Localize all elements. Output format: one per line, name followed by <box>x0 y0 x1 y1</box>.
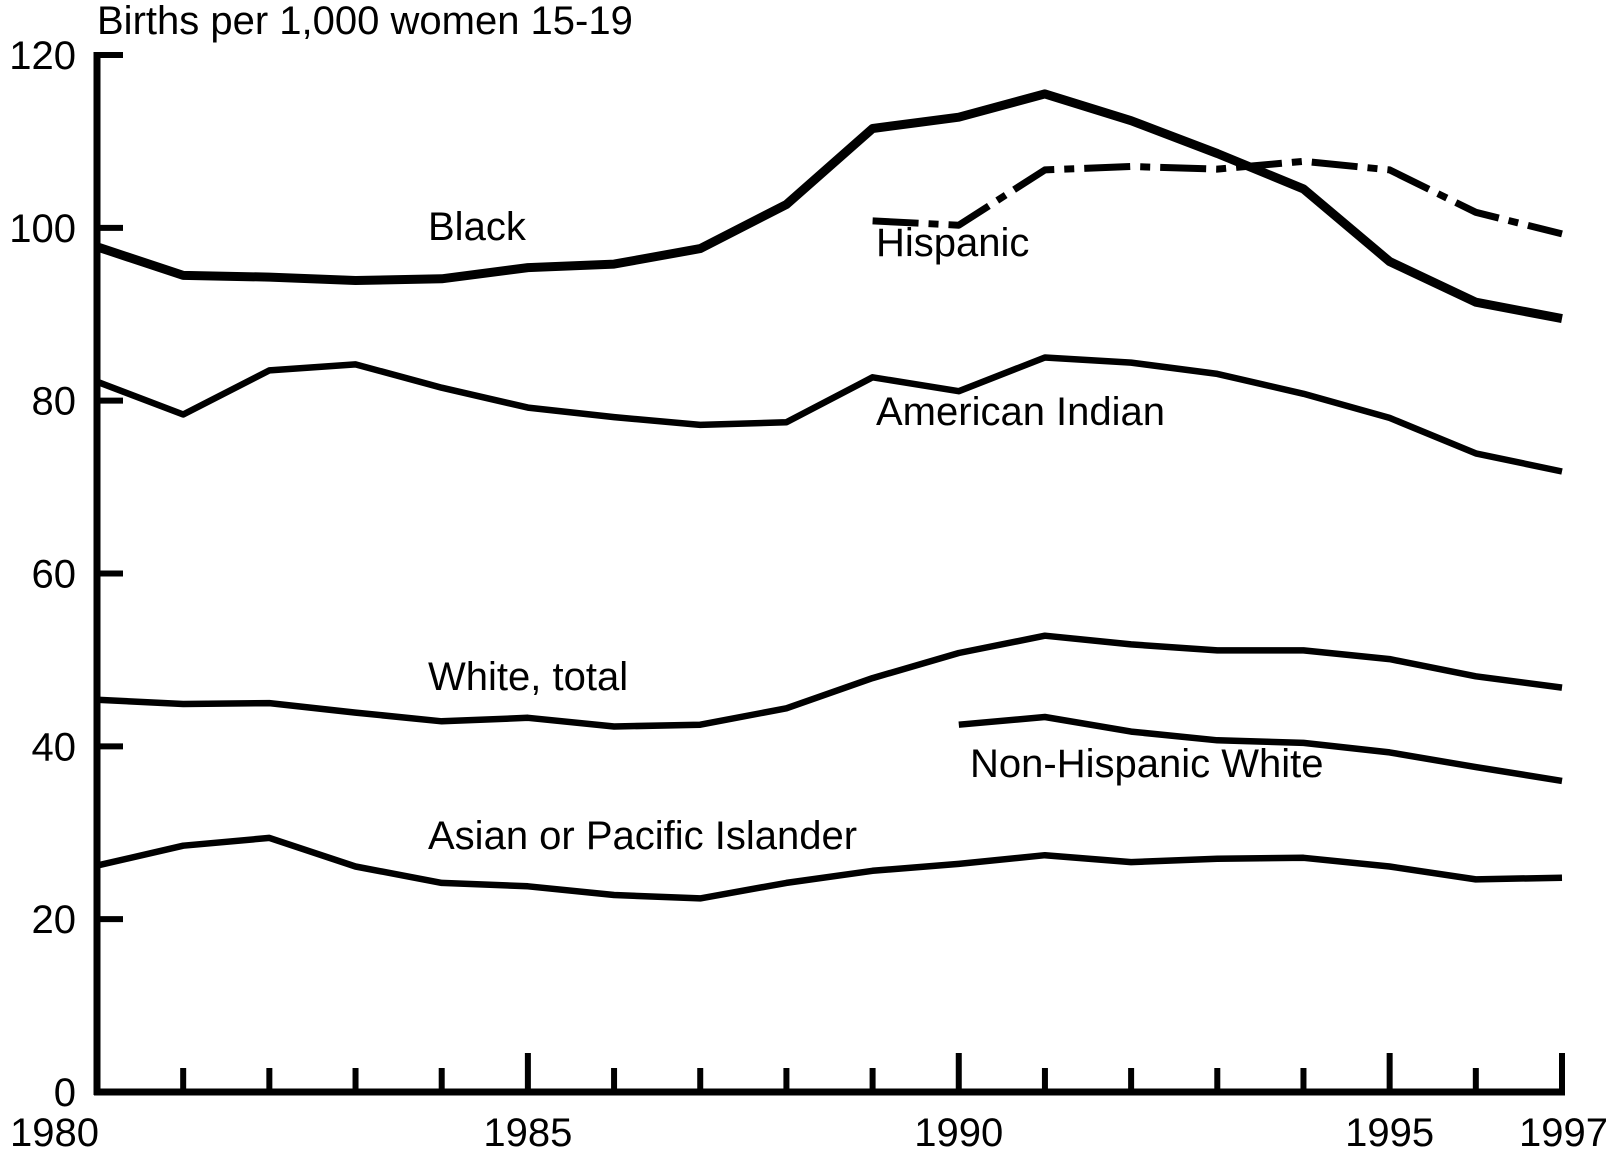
series-label-american-indian: American Indian <box>876 390 1165 434</box>
x-tick-label: 1997 <box>1519 1111 1608 1151</box>
series-line-black <box>95 89 1563 324</box>
y-tick-label: 0 <box>54 1071 76 1115</box>
y-tick-label: 120 <box>9 34 76 78</box>
series-label-hispanic: Hispanic <box>876 221 1029 265</box>
y-tick-label: 20 <box>32 898 77 942</box>
y-ticks: 0 20 40 60 80 100 120 <box>9 34 123 1115</box>
series-label-white-total: White, total <box>428 655 628 699</box>
series-labels: Black Hispanic American Indian White, total… <box>428 205 1323 858</box>
x-tick-label: 1980 <box>10 1111 99 1151</box>
y-tick-label: 40 <box>32 725 77 769</box>
series-lines <box>95 89 1563 902</box>
series-line-american-indian <box>95 354 1563 475</box>
series-line-hispanic <box>872 157 1563 238</box>
series-line-non-hispanic-white <box>958 713 1563 785</box>
series-line-white-total <box>96 632 1563 730</box>
series-line-asian-or-pacific-islander <box>96 834 1563 902</box>
series-label-black: Black <box>428 205 527 249</box>
y-tick-label: 60 <box>32 553 77 597</box>
x-ticks: 1980 1985 1990 1995 1997 <box>10 1053 1608 1151</box>
x-tick-label: 1990 <box>914 1111 1003 1151</box>
series-label-asian-or-pacific-islander: Asian or Pacific Islander <box>428 814 857 858</box>
axes <box>93 52 1565 1096</box>
y-tick-label: 80 <box>32 380 77 424</box>
x-tick-label: 1995 <box>1345 1111 1434 1151</box>
x-tick-label: 1985 <box>483 1111 572 1151</box>
y-tick-label: 100 <box>9 207 76 251</box>
series-label-non-hispanic-white: Non-Hispanic White <box>970 742 1323 786</box>
y-axis-title: Births per 1,000 women 15-19 <box>97 0 633 43</box>
